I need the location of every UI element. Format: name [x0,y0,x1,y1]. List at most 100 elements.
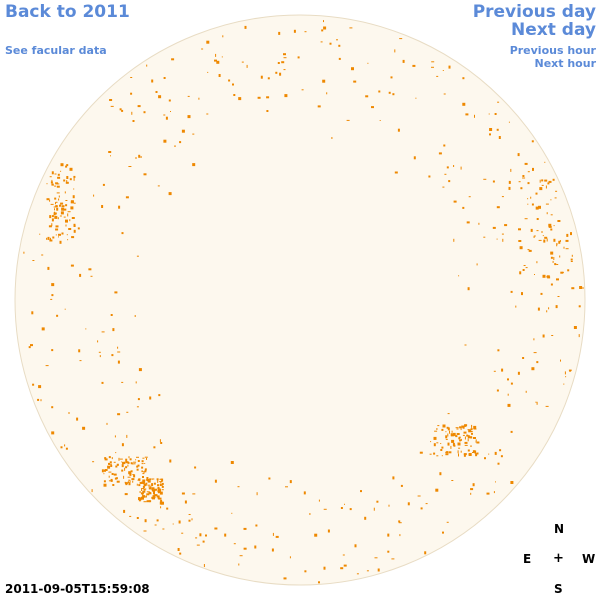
feature-mark [349,27,353,29]
feature-mark [556,264,559,265]
feature-mark [531,203,534,206]
feature-mark [447,427,450,431]
feature-mark [548,307,550,310]
feature-mark [460,450,462,453]
feature-mark [413,156,416,160]
feature-mark [142,482,145,485]
feature-mark [151,79,154,83]
feature-mark [136,456,139,458]
feature-mark [157,492,159,494]
feature-mark [73,202,76,204]
feature-mark [134,315,136,317]
feature-mark [546,275,550,278]
feature-mark [441,455,443,457]
feature-mark [469,431,473,432]
feature-mark [63,179,66,182]
feature-mark [130,470,133,473]
feature-mark [153,489,156,492]
feature-mark [473,428,477,430]
feature-mark [431,66,434,68]
next-day-link[interactable]: Next day [511,20,596,40]
facular-data-link[interactable]: See facular data [5,44,107,57]
feature-mark [483,236,486,238]
feature-mark [111,473,114,475]
feature-mark [194,466,197,469]
feature-mark [135,157,137,159]
feature-mark [58,236,59,238]
feature-mark [101,381,104,384]
feature-mark [103,473,105,475]
feature-mark [260,75,263,79]
back-to-year-link[interactable]: Back to 2011 [5,2,130,22]
feature-mark [54,197,57,200]
feature-mark [283,57,287,59]
feature-mark [539,179,541,183]
feature-mark [56,185,60,188]
feature-mark [538,239,542,241]
feature-mark [256,492,258,496]
feature-mark [143,530,147,532]
feature-mark [64,191,66,194]
feature-mark [464,441,468,444]
feature-mark [398,522,402,524]
feature-mark [111,354,114,357]
feature-mark [442,424,446,428]
feature-mark [143,480,145,483]
feature-mark [547,182,550,185]
feature-mark [146,457,147,460]
feature-mark [73,175,76,178]
feature-mark [155,91,158,93]
feature-mark [303,491,306,495]
feature-mark [144,463,146,464]
previous-day-link[interactable]: Previous day [472,2,596,22]
next-hour-link[interactable]: Next hour [534,57,597,70]
feature-mark [453,165,455,167]
feature-mark [161,484,163,486]
feature-mark [142,479,146,482]
feature-mark [456,433,460,435]
previous-hour-link[interactable]: Previous hour [509,44,596,57]
feature-mark [216,60,220,64]
feature-mark [535,206,539,210]
feature-mark [532,167,534,171]
feature-mark [354,544,357,548]
feature-mark [436,428,438,430]
feature-mark [51,294,54,297]
feature-mark [228,79,231,82]
feature-mark [46,198,50,201]
feature-mark [65,219,68,223]
feature-mark [473,425,477,429]
feature-mark [436,75,439,77]
feature-mark [131,111,133,115]
feature-mark [163,139,167,143]
feature-mark [283,577,287,580]
feature-mark [72,195,75,199]
feature-mark [550,251,554,255]
feature-mark [168,192,172,196]
feature-mark [144,456,148,458]
feature-mark [54,212,57,215]
feature-mark [546,276,548,278]
feature-mark [579,286,583,289]
feature-mark [178,520,181,524]
feature-mark [85,328,87,330]
feature-mark [154,488,158,491]
feature-mark [146,477,149,480]
feature-mark [448,180,451,183]
feature-mark [392,93,395,96]
feature-mark [451,439,455,443]
feature-mark [366,570,369,572]
feature-mark [507,403,511,407]
feature-mark [541,231,543,233]
feature-mark [147,484,151,486]
feature-mark [73,177,75,181]
feature-mark [547,276,551,279]
feature-mark [59,204,61,207]
feature-mark [536,361,539,364]
feature-mark [508,186,511,190]
feature-mark [407,502,410,506]
feature-mark [289,556,291,559]
feature-mark [565,248,569,250]
feature-mark [501,233,504,235]
feature-mark [522,269,525,271]
